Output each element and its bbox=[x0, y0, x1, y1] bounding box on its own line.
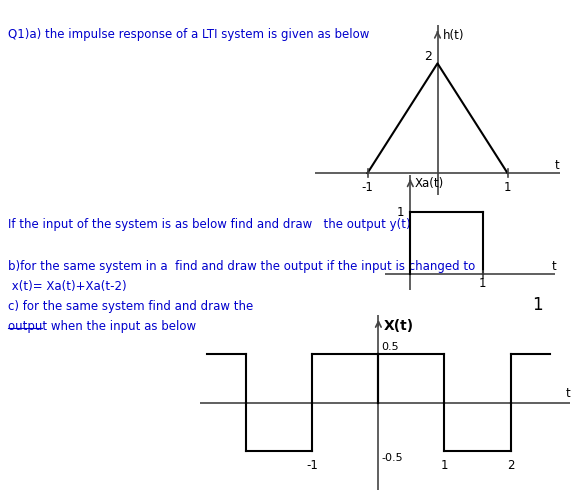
Text: 2: 2 bbox=[507, 459, 514, 472]
Text: h(t): h(t) bbox=[442, 29, 464, 42]
Text: t: t bbox=[565, 386, 570, 400]
Text: -1: -1 bbox=[306, 459, 318, 472]
Text: 1: 1 bbox=[397, 206, 405, 219]
Text: If the input of the system is as below find and draw   the output y(t): If the input of the system is as below f… bbox=[8, 218, 411, 231]
Text: c) for the same system find and draw the: c) for the same system find and draw the bbox=[8, 300, 253, 313]
Text: -1: -1 bbox=[361, 181, 373, 194]
Text: 1: 1 bbox=[479, 277, 486, 290]
Text: -0.5: -0.5 bbox=[382, 453, 404, 463]
Text: output when the input as below: output when the input as below bbox=[8, 320, 196, 333]
Text: b)for the same system in a  find and draw the output if the input is changed to: b)for the same system in a find and draw… bbox=[8, 260, 475, 273]
Text: Q1)a) the impulse response of a LTI system is given as below: Q1)a) the impulse response of a LTI syst… bbox=[8, 28, 369, 41]
Text: 1: 1 bbox=[441, 459, 448, 472]
Text: X(t): X(t) bbox=[384, 319, 414, 333]
Text: Xa(t): Xa(t) bbox=[415, 177, 444, 191]
Text: 0.5: 0.5 bbox=[382, 342, 400, 352]
Text: t: t bbox=[551, 260, 556, 273]
Text: x(t)= Xa(t)+Xa(t-2): x(t)= Xa(t)+Xa(t-2) bbox=[8, 280, 127, 293]
Text: 1: 1 bbox=[504, 181, 511, 194]
Text: 1: 1 bbox=[532, 296, 543, 314]
Text: t: t bbox=[555, 159, 560, 172]
Text: 2: 2 bbox=[424, 50, 432, 63]
